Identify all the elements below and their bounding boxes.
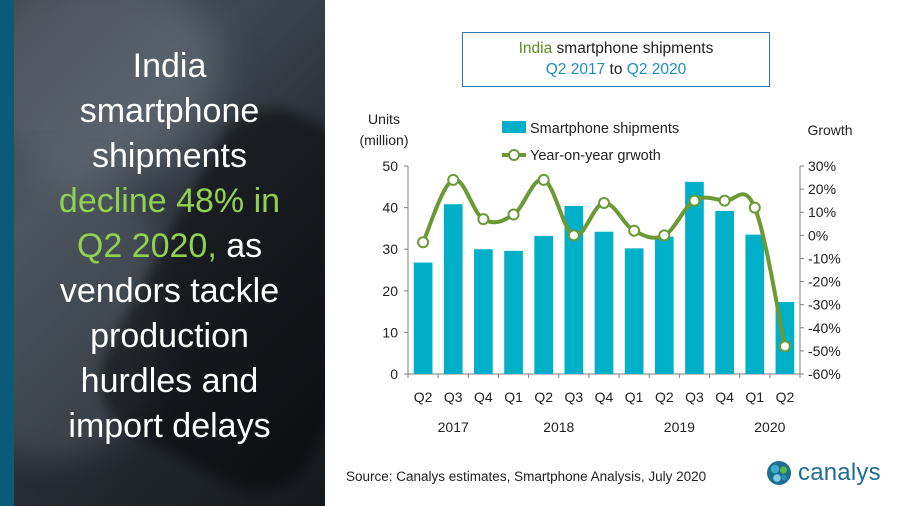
y-right-tick-label: -40% <box>808 320 841 336</box>
canalys-logo-text: canalys <box>798 459 881 486</box>
chart-title-line2: Q2 2017 to Q2 2020 <box>463 59 769 80</box>
y-right-tick-label: -30% <box>808 297 841 313</box>
headline: India smartphone shipments decline 48% i… <box>22 44 317 449</box>
x-year-label: 2020 <box>754 419 785 435</box>
legend-line-marker <box>508 149 520 161</box>
chart-area: 0 10 20 30 40 50 30% 20% 10% 0% -10% -20% -30% -40% -5… <box>330 100 900 450</box>
chart-title-text: smartphone shipments <box>552 40 714 57</box>
headline-accent-line: decline 48% in <box>58 182 281 220</box>
legend-bar-label: Smartphone shipments <box>530 121 679 137</box>
canalys-logo: canalys <box>766 458 881 488</box>
x-year-label: 2017 <box>438 419 469 435</box>
x-tick-label: Q3 <box>444 389 463 405</box>
y-right-tick-label: -10% <box>808 250 841 266</box>
hero-image-panel: India smartphone shipments decline 48% i… <box>0 0 325 506</box>
growth-point <box>417 236 430 249</box>
x-tick-label: Q4 <box>595 389 614 405</box>
bar <box>685 181 704 374</box>
headline-line: production <box>90 317 249 355</box>
y-left-tick-label: 0 <box>390 366 398 382</box>
growth-point <box>537 173 550 186</box>
y-right-tick-label: 0% <box>808 227 828 243</box>
x-tick-label: Q1 <box>625 389 644 405</box>
chart-title-country: India <box>518 40 553 57</box>
x-tick-label: Q4 <box>474 389 493 405</box>
legend-bar-swatch <box>502 121 526 133</box>
y-right-tick-label: 30% <box>808 158 836 174</box>
headline-line: India <box>132 47 207 85</box>
y-right-tick-label: 10% <box>808 204 836 220</box>
y-left-tick-label: 30 <box>382 241 398 257</box>
x-tick-label: Q2 <box>534 389 553 405</box>
left-accent-strip <box>0 0 14 506</box>
chart-title-from: Q2 2017 <box>545 61 606 78</box>
bar <box>624 248 644 374</box>
growth-point <box>628 224 641 237</box>
x-tick-label: Q1 <box>745 389 764 405</box>
background-blur-hand <box>0 160 160 460</box>
y-left-tick-label: 10 <box>382 324 398 340</box>
headline-text: as <box>216 227 263 265</box>
growth-point <box>567 229 580 242</box>
source-note: Source: Canalys estimates, Smartphone An… <box>346 469 707 484</box>
chart-title-line1: India smartphone shipments <box>463 38 769 59</box>
y-right-axis-title: Growth <box>807 122 852 138</box>
growth-point <box>447 173 460 186</box>
bar <box>443 204 463 374</box>
growth-point <box>598 196 610 209</box>
growth-point <box>778 340 791 353</box>
bar <box>564 205 584 374</box>
x-tick-label: Q2 <box>655 389 674 405</box>
x-year-label: 2018 <box>543 419 574 435</box>
bar <box>534 235 554 374</box>
bar <box>594 231 614 374</box>
headline-line-mixed: Q2 2020, as <box>22 224 317 269</box>
growth-point <box>718 194 731 207</box>
headline-accent-text: Q2 2020, <box>76 227 217 265</box>
y-left-axis-title: Units <box>368 111 400 127</box>
y-right-tick-label: -20% <box>808 274 841 290</box>
y-right-tick-label: 20% <box>808 181 836 197</box>
shipments-chart: 0 10 20 30 40 50 30% 20% 10% 0% -10% -20% -30% -40% -5… <box>360 111 853 435</box>
headline-line: import delays <box>68 407 271 445</box>
y-right-tick-label: -60% <box>808 366 841 382</box>
bar <box>654 236 674 374</box>
headline-line: smartphone <box>79 92 260 130</box>
y-right-tick-label: -50% <box>808 343 841 359</box>
x-tick-label: Q2 <box>776 389 795 405</box>
chart-title-to: Q2 2020 <box>626 61 687 78</box>
growth-point <box>688 194 701 207</box>
bar <box>413 262 433 374</box>
headline-line: vendors tackle <box>59 272 280 310</box>
x-tick-label: Q2 <box>414 389 433 405</box>
y-left-tick-label: 40 <box>382 200 398 216</box>
legend-line-label: Year-on-year grwoth <box>530 148 661 164</box>
bar <box>474 249 493 374</box>
bar <box>715 210 734 374</box>
growth-point <box>477 213 490 226</box>
y-left-tick-label: 50 <box>382 158 398 174</box>
y-left-tick-label: 20 <box>382 283 398 299</box>
growth-point <box>507 208 520 221</box>
headline-line: hurdles and <box>80 362 259 400</box>
bar <box>745 234 765 374</box>
bar <box>504 250 523 374</box>
x-tick-label: Q1 <box>504 389 523 405</box>
growth-point <box>748 201 761 214</box>
canalys-globe-icon <box>767 461 791 485</box>
chart-title-box: India smartphone shipments Q2 2017 to Q2… <box>462 32 770 87</box>
y-left-axis-title: (million) <box>360 132 409 148</box>
x-tick-label: Q3 <box>565 389 584 405</box>
growth-point <box>658 229 671 242</box>
x-tick-label: Q4 <box>715 389 734 405</box>
x-tick-label: Q3 <box>685 389 704 405</box>
chart-title-to-word: to <box>605 61 627 78</box>
headline-line: shipments <box>92 137 247 175</box>
x-year-label: 2019 <box>664 419 695 435</box>
